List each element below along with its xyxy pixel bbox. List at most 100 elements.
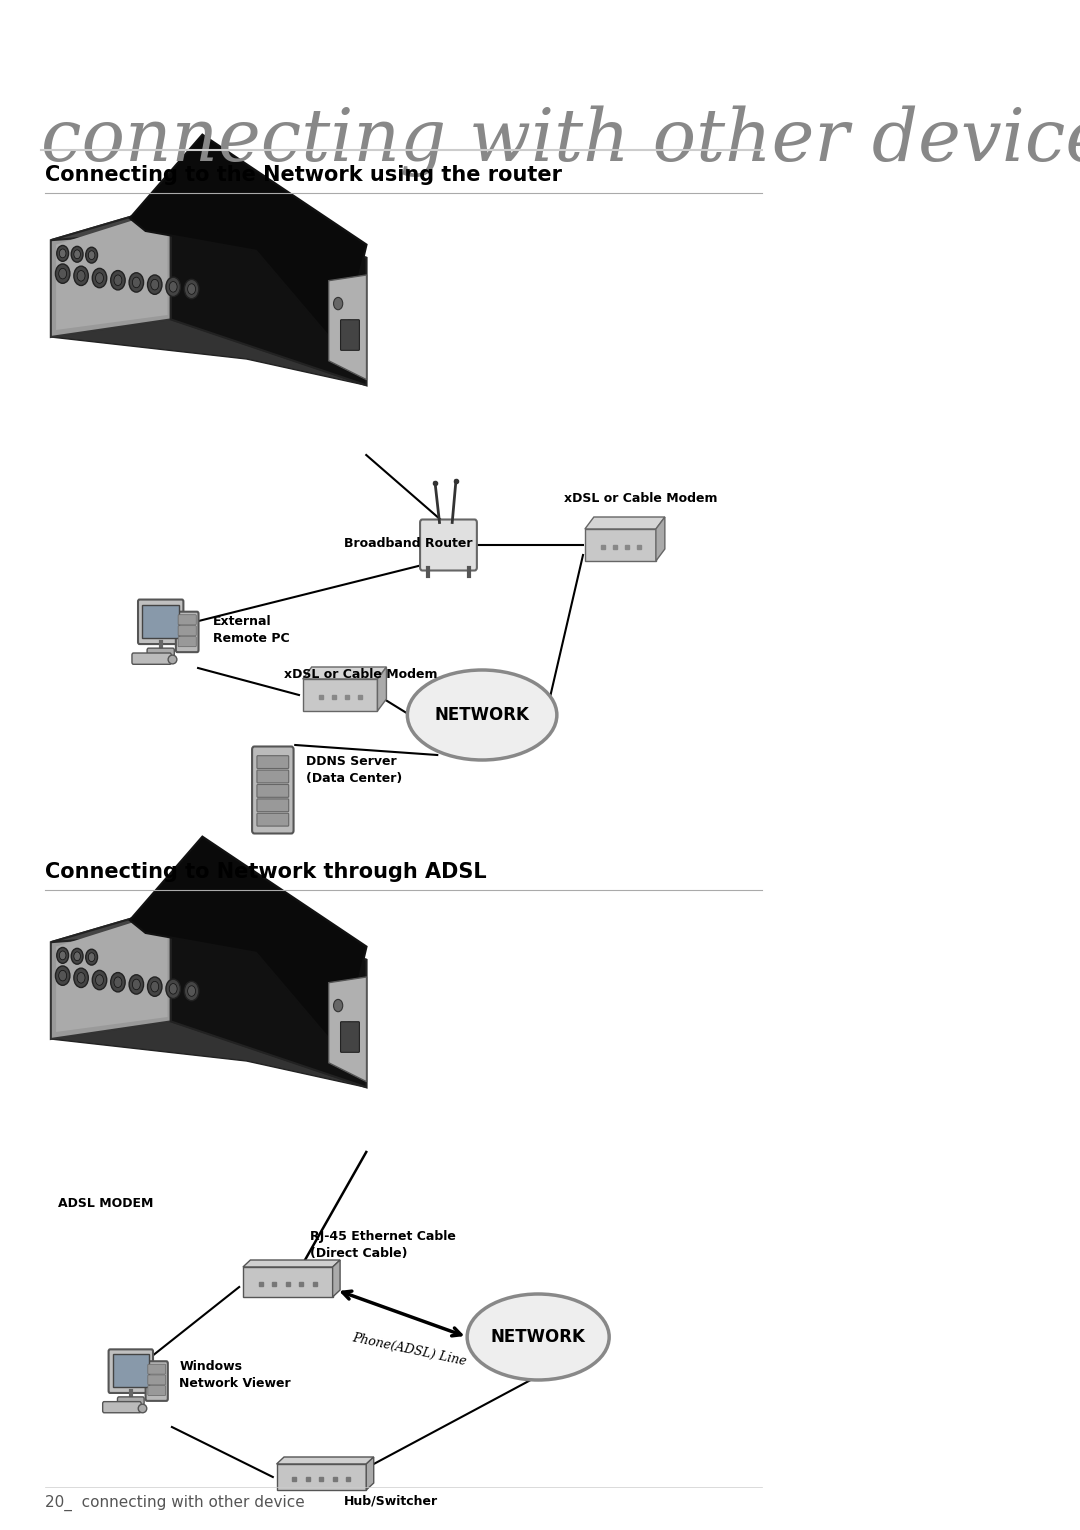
Polygon shape <box>302 679 378 711</box>
Circle shape <box>114 978 122 987</box>
Circle shape <box>185 280 199 298</box>
Polygon shape <box>171 205 366 386</box>
Circle shape <box>185 981 199 1001</box>
Circle shape <box>59 952 66 959</box>
FancyBboxPatch shape <box>257 814 288 826</box>
Polygon shape <box>56 912 167 1031</box>
Circle shape <box>334 297 342 309</box>
Text: Phone(ADSL) Line: Phone(ADSL) Line <box>351 1331 468 1368</box>
Circle shape <box>89 953 95 961</box>
FancyBboxPatch shape <box>143 604 179 638</box>
FancyBboxPatch shape <box>340 320 360 350</box>
Text: ADSL MODEM: ADSL MODEM <box>58 1196 153 1210</box>
Circle shape <box>130 975 144 994</box>
Circle shape <box>188 985 195 996</box>
Circle shape <box>71 949 83 964</box>
Circle shape <box>57 245 69 262</box>
Text: NETWORK: NETWORK <box>490 1328 585 1346</box>
FancyBboxPatch shape <box>118 1397 144 1405</box>
Polygon shape <box>243 1267 333 1297</box>
Text: RJ-45 Ethernet Cable
(Direct Cable): RJ-45 Ethernet Cable (Direct Cable) <box>310 1230 456 1261</box>
Circle shape <box>345 1022 354 1034</box>
Circle shape <box>114 275 122 286</box>
Text: NETWORK: NETWORK <box>434 705 529 724</box>
Circle shape <box>73 249 80 259</box>
FancyBboxPatch shape <box>178 615 197 624</box>
Text: Broadband Router: Broadband Router <box>343 537 472 549</box>
Polygon shape <box>333 1261 340 1297</box>
Circle shape <box>77 271 85 282</box>
Polygon shape <box>378 667 387 711</box>
FancyBboxPatch shape <box>147 649 174 656</box>
Polygon shape <box>51 205 171 337</box>
Circle shape <box>89 251 95 260</box>
Circle shape <box>130 272 144 292</box>
Circle shape <box>170 984 177 995</box>
FancyBboxPatch shape <box>132 653 172 664</box>
Circle shape <box>148 978 162 996</box>
Text: Hub/Switcher: Hub/Switcher <box>343 1495 438 1509</box>
FancyBboxPatch shape <box>252 747 294 834</box>
Circle shape <box>57 947 69 964</box>
Circle shape <box>188 283 195 294</box>
Circle shape <box>58 268 67 278</box>
Polygon shape <box>366 1457 374 1490</box>
Circle shape <box>110 973 125 991</box>
Circle shape <box>110 271 125 289</box>
Text: External
Remote PC: External Remote PC <box>213 615 289 646</box>
Circle shape <box>345 320 354 332</box>
Circle shape <box>58 970 67 981</box>
Text: xDSL or Cable Modem: xDSL or Cable Modem <box>284 669 437 681</box>
FancyBboxPatch shape <box>146 1362 167 1401</box>
Polygon shape <box>585 529 656 562</box>
FancyBboxPatch shape <box>148 1386 165 1395</box>
Circle shape <box>55 265 70 283</box>
Polygon shape <box>51 320 366 386</box>
Circle shape <box>133 979 140 990</box>
Polygon shape <box>130 837 366 1053</box>
Polygon shape <box>51 907 366 959</box>
Polygon shape <box>585 517 665 529</box>
Polygon shape <box>130 135 366 350</box>
Circle shape <box>170 282 177 292</box>
Circle shape <box>77 973 85 984</box>
Polygon shape <box>276 1464 366 1490</box>
FancyBboxPatch shape <box>103 1401 141 1412</box>
Circle shape <box>92 268 107 288</box>
Polygon shape <box>243 1261 340 1267</box>
FancyBboxPatch shape <box>340 1022 360 1053</box>
Circle shape <box>148 275 162 294</box>
Text: Windows
Network Viewer: Windows Network Viewer <box>179 1360 291 1389</box>
FancyBboxPatch shape <box>178 626 197 636</box>
Circle shape <box>151 981 159 991</box>
Polygon shape <box>656 517 665 562</box>
Text: Connecting to Network through ADSL: Connecting to Network through ADSL <box>45 861 486 881</box>
Circle shape <box>95 272 104 283</box>
Text: connecting with other device: connecting with other device <box>41 106 1080 176</box>
Circle shape <box>166 979 180 999</box>
FancyBboxPatch shape <box>257 785 288 797</box>
Polygon shape <box>302 667 387 679</box>
Circle shape <box>85 949 97 965</box>
Circle shape <box>166 277 180 297</box>
Circle shape <box>95 975 104 985</box>
Circle shape <box>73 952 80 961</box>
Circle shape <box>151 280 159 289</box>
Polygon shape <box>56 210 167 330</box>
FancyBboxPatch shape <box>138 600 184 644</box>
Circle shape <box>55 965 70 985</box>
Circle shape <box>92 970 107 990</box>
Circle shape <box>73 266 89 286</box>
Text: Connecting to the Network using the router: Connecting to the Network using the rout… <box>45 165 562 185</box>
Text: DDNS Server
(Data Center): DDNS Server (Data Center) <box>307 754 403 785</box>
Circle shape <box>73 968 89 987</box>
Polygon shape <box>51 205 366 257</box>
FancyBboxPatch shape <box>257 756 288 768</box>
Circle shape <box>71 246 83 262</box>
FancyBboxPatch shape <box>176 612 199 652</box>
Ellipse shape <box>468 1294 609 1380</box>
Circle shape <box>85 248 97 263</box>
FancyBboxPatch shape <box>420 520 477 571</box>
Polygon shape <box>51 1022 366 1088</box>
FancyBboxPatch shape <box>257 770 288 783</box>
